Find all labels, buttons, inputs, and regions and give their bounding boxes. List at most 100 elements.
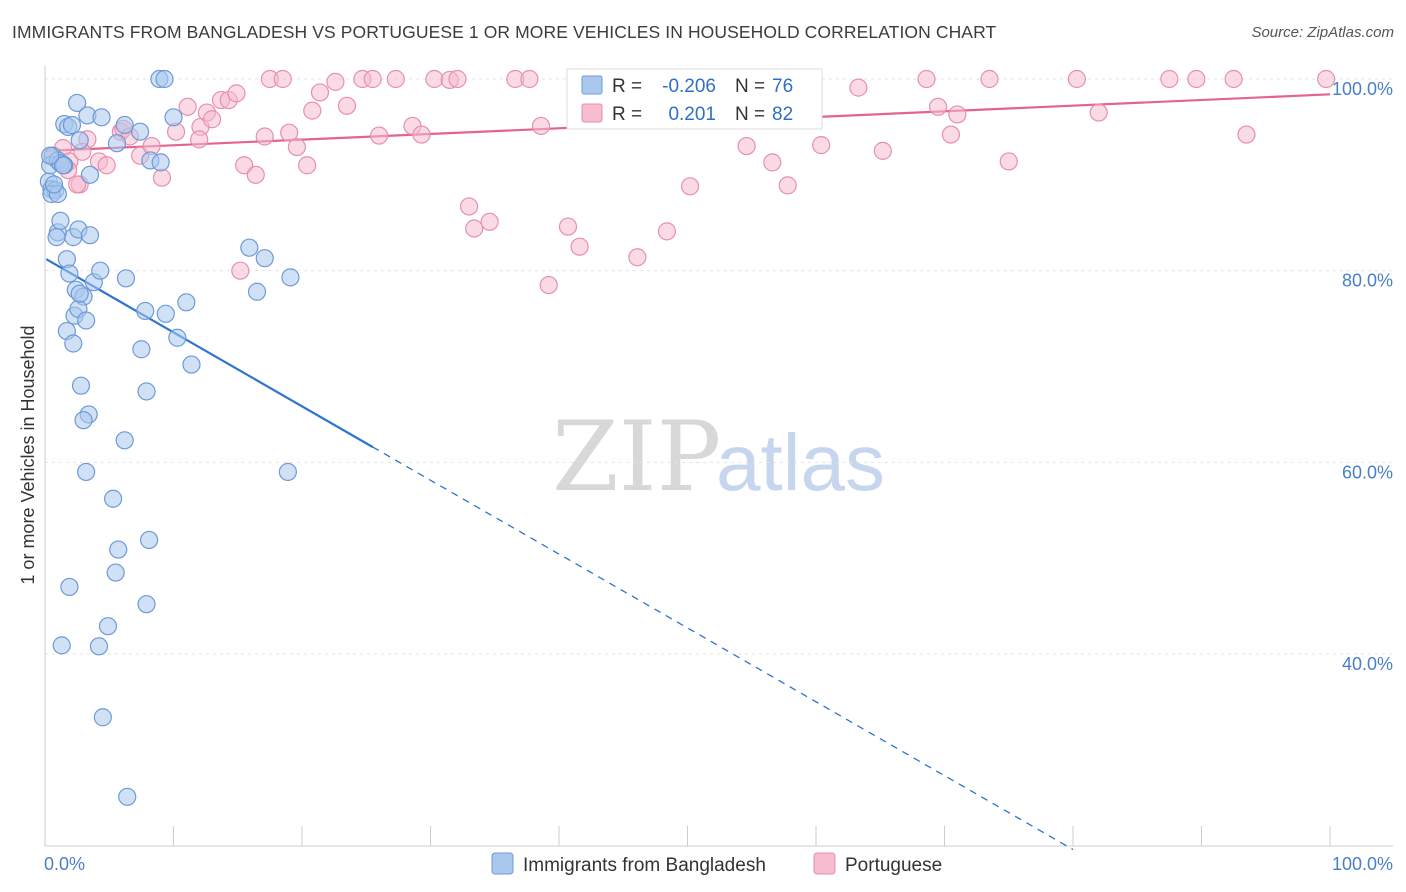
point-portuguese bbox=[246, 165, 265, 184]
tick-labels: 40.0% 60.0% 80.0% 100.0% 0.0% 100.0% bbox=[44, 79, 1393, 874]
point-portuguese bbox=[280, 123, 299, 142]
points-bangladesh bbox=[39, 69, 300, 806]
point-portuguese bbox=[948, 105, 967, 124]
point-bangladesh bbox=[70, 131, 89, 150]
stats-swatch-pink bbox=[581, 103, 603, 123]
point-bangladesh bbox=[136, 301, 155, 321]
point-portuguese bbox=[980, 69, 999, 89]
point-bangladesh bbox=[281, 268, 300, 287]
stats-swatch-blue bbox=[581, 75, 603, 95]
point-bangladesh bbox=[64, 334, 83, 353]
point-portuguese bbox=[1237, 125, 1256, 144]
point-portuguese bbox=[448, 69, 467, 89]
point-bangladesh bbox=[137, 382, 156, 401]
point-portuguese bbox=[287, 137, 306, 157]
point-portuguese bbox=[531, 116, 551, 136]
point-bangladesh bbox=[89, 637, 109, 656]
point-portuguese bbox=[480, 212, 499, 231]
point-bangladesh bbox=[62, 115, 82, 135]
legend-swatch-portuguese bbox=[813, 852, 836, 875]
point-bangladesh bbox=[80, 226, 100, 245]
point-bangladesh bbox=[60, 577, 79, 597]
point-bangladesh bbox=[80, 165, 100, 184]
y-tick-label: 80.0% bbox=[1342, 271, 1393, 291]
point-portuguese bbox=[558, 217, 578, 236]
x-tick-label-max: 100.0% bbox=[1332, 854, 1393, 874]
point-portuguese bbox=[298, 156, 317, 175]
trend-dashed-bangladesh bbox=[372, 446, 1074, 851]
point-portuguese bbox=[1224, 69, 1243, 89]
point-portuguese bbox=[1187, 69, 1206, 89]
y-tick-label: 100.0% bbox=[1332, 79, 1393, 99]
point-portuguese bbox=[178, 97, 197, 116]
point-portuguese bbox=[1317, 69, 1336, 89]
point-bangladesh bbox=[155, 69, 174, 89]
legend-label-bangladesh: Immigrants from Bangladesh bbox=[523, 855, 766, 876]
point-portuguese bbox=[917, 69, 936, 89]
legend-label-portuguese: Portuguese bbox=[845, 855, 942, 876]
stats-blue-r-value: -0.206 bbox=[662, 76, 716, 97]
point-bangladesh bbox=[115, 115, 134, 135]
point-portuguese bbox=[231, 261, 250, 280]
stats-blue-n-value: 76 bbox=[772, 76, 793, 97]
point-bangladesh bbox=[107, 134, 127, 153]
point-bangladesh bbox=[93, 708, 112, 727]
point-portuguese bbox=[97, 156, 116, 175]
point-bangladesh bbox=[177, 293, 196, 312]
point-portuguese bbox=[928, 97, 948, 116]
point-portuguese bbox=[273, 69, 292, 89]
point-portuguese bbox=[812, 136, 831, 155]
point-portuguese bbox=[539, 275, 558, 295]
point-bangladesh bbox=[255, 249, 274, 268]
point-portuguese bbox=[941, 125, 961, 144]
point-bangladesh bbox=[247, 282, 267, 301]
point-bangladesh bbox=[51, 211, 70, 230]
point-bangladesh bbox=[115, 431, 134, 450]
point-bangladesh bbox=[151, 153, 170, 172]
x-tick-label-min: 0.0% bbox=[44, 854, 85, 874]
point-bangladesh bbox=[77, 462, 96, 482]
source-label: Source: ZipAtlas.com bbox=[1251, 24, 1394, 41]
point-portuguese bbox=[873, 141, 892, 160]
point-bangladesh bbox=[168, 328, 187, 347]
point-portuguese bbox=[255, 127, 274, 146]
series-legend: Immigrants from Bangladesh Portuguese bbox=[491, 852, 942, 876]
y-tick-label: 40.0% bbox=[1342, 654, 1393, 674]
point-portuguese bbox=[326, 72, 345, 91]
point-bangladesh bbox=[74, 411, 93, 430]
point-bangladesh bbox=[91, 261, 110, 280]
point-portuguese bbox=[849, 78, 868, 97]
point-bangladesh bbox=[92, 108, 111, 127]
chart-title: IMMIGRANTS FROM BANGLADESH VS PORTUGUESE… bbox=[12, 22, 997, 42]
point-bangladesh bbox=[182, 355, 201, 374]
point-bangladesh bbox=[132, 340, 151, 359]
point-portuguese bbox=[520, 69, 539, 89]
point-bangladesh bbox=[44, 175, 64, 194]
stats-legend: R = -0.206 N = 76 R = 0.201 N = 82 bbox=[566, 68, 823, 130]
point-portuguese bbox=[337, 96, 357, 115]
point-portuguese bbox=[999, 152, 1018, 171]
point-portuguese bbox=[1089, 103, 1108, 122]
stats-blue-r-label: R = bbox=[612, 76, 642, 97]
point-portuguese bbox=[386, 69, 405, 89]
point-portuguese bbox=[1067, 69, 1086, 89]
point-bangladesh bbox=[109, 540, 128, 559]
point-bangladesh bbox=[60, 264, 79, 283]
stats-pink-r-label: R = bbox=[612, 104, 642, 125]
point-portuguese bbox=[303, 101, 322, 120]
point-portuguese bbox=[763, 153, 782, 172]
point-bangladesh bbox=[278, 462, 297, 482]
point-portuguese bbox=[68, 175, 87, 194]
point-portuguese bbox=[412, 125, 431, 144]
point-portuguese bbox=[363, 69, 382, 89]
trend-solid-bangladesh bbox=[45, 258, 374, 448]
point-bangladesh bbox=[52, 636, 71, 655]
point-bangladesh bbox=[70, 284, 89, 303]
point-portuguese bbox=[425, 69, 444, 89]
point-portuguese bbox=[310, 83, 330, 102]
trend-line-bangladesh bbox=[45, 258, 1074, 851]
point-portuguese bbox=[657, 222, 677, 241]
point-bangladesh bbox=[53, 156, 73, 175]
point-bangladesh bbox=[68, 93, 87, 113]
